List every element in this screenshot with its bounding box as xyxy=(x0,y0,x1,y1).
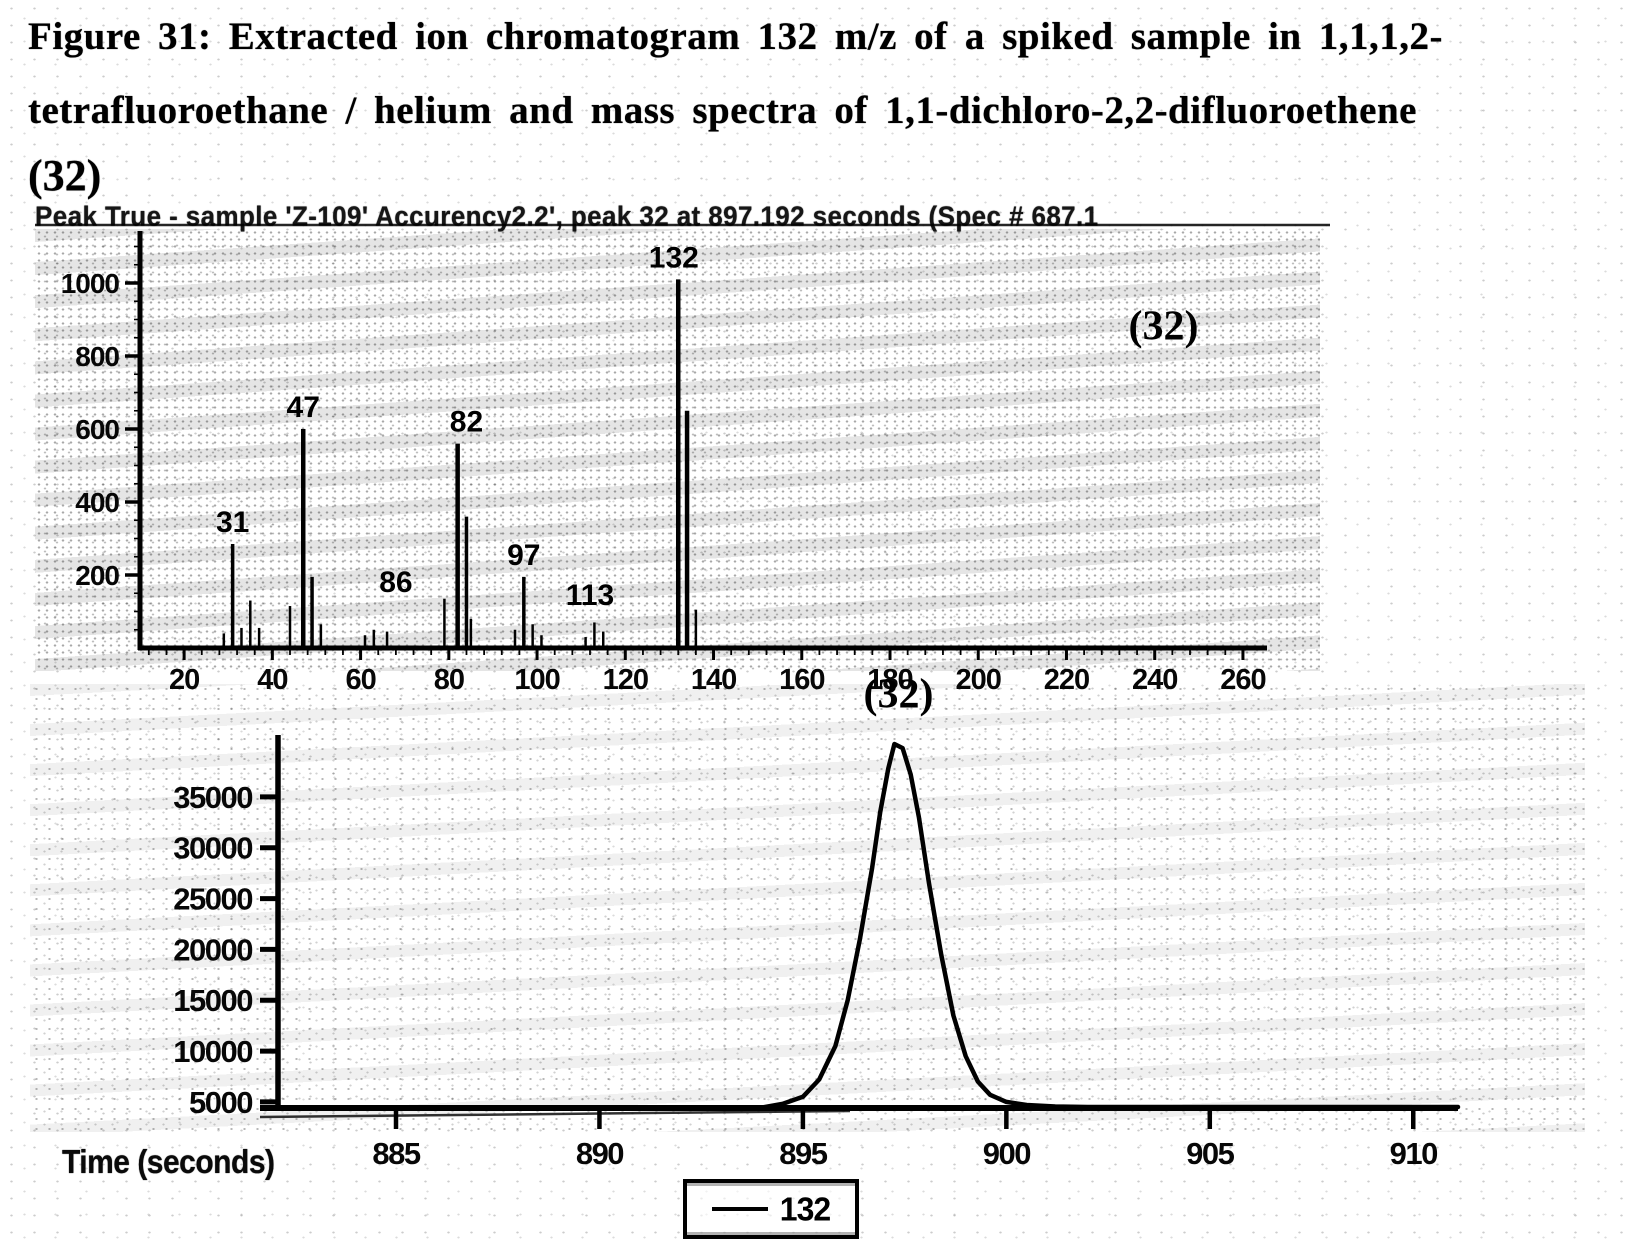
chromatogram-y-tick-label: 15000 xyxy=(173,983,252,1018)
spectrum-y-tick-label: 200 xyxy=(75,560,119,591)
scan-streak xyxy=(259,1109,851,1119)
spectrum-x-tick-label: 120 xyxy=(603,664,648,696)
chromatogram-x-tick-label: 890 xyxy=(576,1136,623,1171)
chromatogram-y-tick-label: 35000 xyxy=(173,780,252,815)
spectrum-x-tick-label: 200 xyxy=(956,664,1001,696)
mass-spectrum-chart: 20 40 60 80 100 120 140 160 180 200 220 240 260 200 40… xyxy=(35,223,1330,696)
spectrum-y-tick-label: 1000 xyxy=(61,268,120,299)
spectrum-x-tick-label: 180 xyxy=(867,664,912,696)
spectrum-x-tick-label: 40 xyxy=(257,664,287,696)
spectrum-annotation: (32) xyxy=(1129,304,1199,350)
chromatogram-x-tick-label: 910 xyxy=(1390,1136,1437,1171)
chromatogram-y-tick-label: 5000 xyxy=(189,1085,252,1120)
chromatogram-chart: 5000 10000 15000 20000 25000 30000 35000 885 890… xyxy=(173,671,1461,1171)
spectrum-y-tick-label: 600 xyxy=(75,414,119,445)
peak-label: 132 xyxy=(649,241,699,274)
spectrum-y-tick-label: 800 xyxy=(75,341,119,372)
spectrum-x-tick-label: 100 xyxy=(514,664,559,696)
spectrum-x-tick-label: 20 xyxy=(169,664,199,696)
spectrum-header: Peak True - sample 'Z-109' Accurency2.2'… xyxy=(35,200,1099,232)
peak-label: 97 xyxy=(507,539,540,572)
spectrum-x-tick-label: 220 xyxy=(1044,664,1089,696)
time-axis-label: Time (seconds) xyxy=(62,1144,275,1181)
peak-label: 47 xyxy=(287,391,320,424)
caption-compound-number: (32) xyxy=(28,151,102,200)
spectrum-x-tick-label: 260 xyxy=(1220,664,1265,696)
spectrum-y-tick-label: 400 xyxy=(75,487,119,518)
chromatogram-x-tick-label: 895 xyxy=(779,1136,827,1171)
figure-caption-line1: Figure 31: Extracted ion chromatogram 13… xyxy=(28,15,1444,58)
spectrum-x-tick-label: 240 xyxy=(1132,664,1177,696)
legend-label: 132 xyxy=(779,1189,831,1228)
spectrum-x-tick-label: 160 xyxy=(779,664,824,696)
chromatogram-annotation: (32) xyxy=(864,671,934,717)
peak-label: 113 xyxy=(566,579,614,612)
chromatogram-x-tick-label: 885 xyxy=(372,1136,420,1171)
peak-label: 82 xyxy=(450,406,483,439)
figure-caption-line2: tetrafluoroethane / helium and mass spec… xyxy=(28,89,1417,132)
spectrum-x-tick-label: 80 xyxy=(434,664,464,696)
chromatogram-y-tick-label: 10000 xyxy=(173,1034,252,1069)
legend-box: 132 xyxy=(683,1179,859,1239)
chromatogram-y-tick-label: 30000 xyxy=(173,831,252,866)
spectrum-x-tick-label: 140 xyxy=(691,664,736,696)
chromatogram-x-tick-label: 905 xyxy=(1186,1136,1234,1171)
chromatogram-x-tick-label: 900 xyxy=(983,1136,1030,1171)
spectrum-x-tick-label: 60 xyxy=(345,664,375,696)
chromatogram-y-tick-label: 20000 xyxy=(173,932,252,967)
peak-label: 31 xyxy=(216,506,249,539)
peak-label: 86 xyxy=(379,566,412,599)
chromatogram-trace-132 xyxy=(275,741,1461,1111)
chromatogram-y-tick-label: 25000 xyxy=(173,882,252,917)
legend-line-sample-icon xyxy=(711,1207,768,1211)
